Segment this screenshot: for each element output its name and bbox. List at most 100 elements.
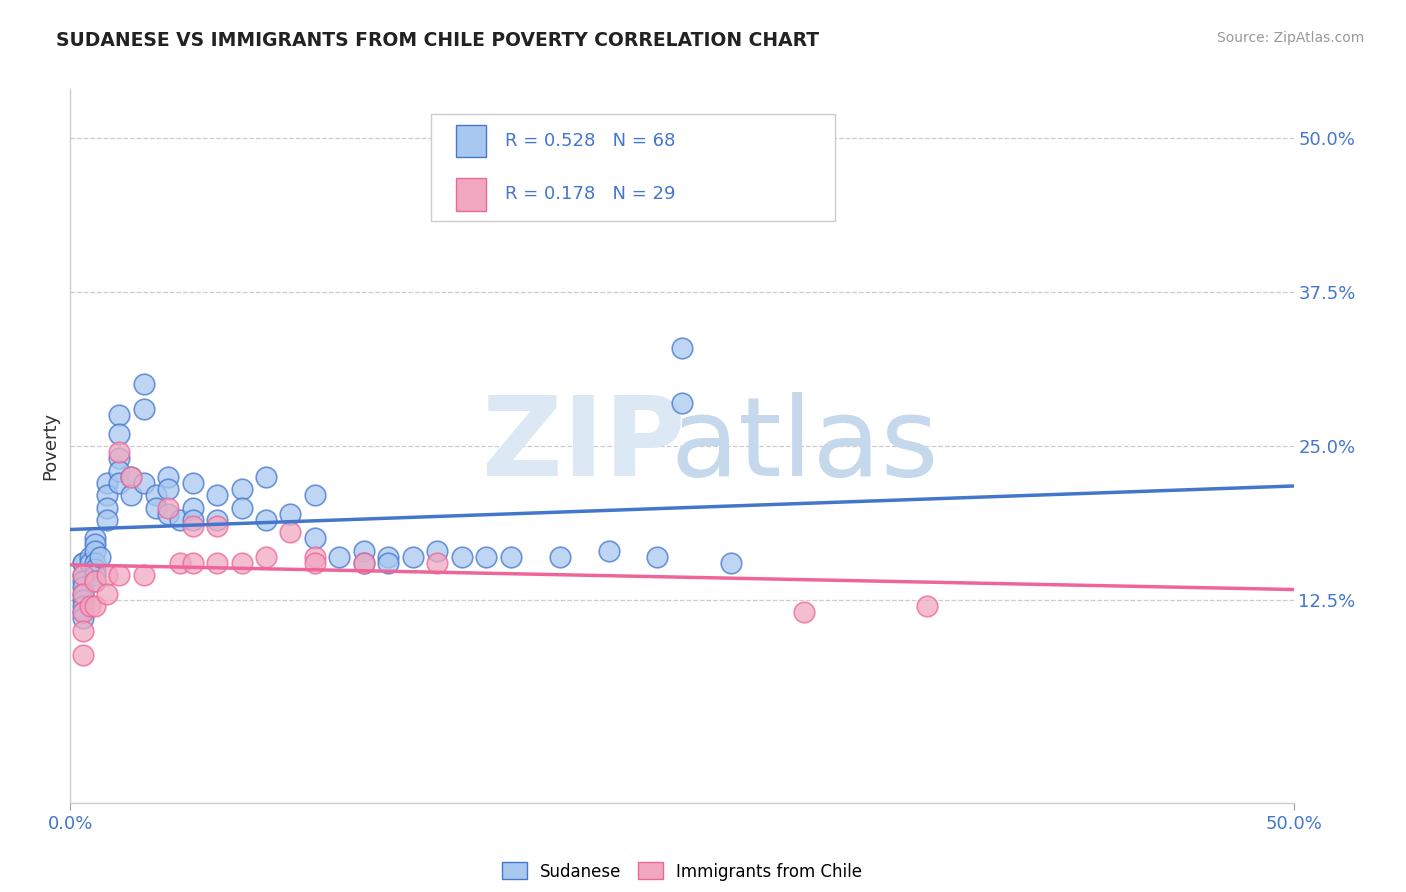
Point xyxy=(353,556,375,570)
Point xyxy=(915,599,938,613)
Point xyxy=(328,549,350,564)
Point xyxy=(96,500,118,515)
Point xyxy=(353,543,375,558)
Point xyxy=(145,488,167,502)
Point xyxy=(83,568,105,582)
Point xyxy=(548,549,571,564)
Point xyxy=(169,513,191,527)
Point xyxy=(72,581,94,595)
Point xyxy=(72,556,94,570)
Point xyxy=(72,599,94,613)
Point xyxy=(157,500,180,515)
Point xyxy=(83,531,105,545)
Point xyxy=(377,556,399,570)
Point xyxy=(280,507,302,521)
Point xyxy=(108,568,131,582)
Text: Source: ZipAtlas.com: Source: ZipAtlas.com xyxy=(1216,31,1364,45)
Point xyxy=(353,556,375,570)
Point xyxy=(72,587,94,601)
Text: ZIP: ZIP xyxy=(482,392,686,500)
Point xyxy=(157,469,180,483)
Point xyxy=(181,513,204,527)
Point xyxy=(181,500,204,515)
Point xyxy=(280,525,302,540)
Point xyxy=(72,648,94,662)
Point xyxy=(83,537,105,551)
Point xyxy=(169,556,191,570)
Point xyxy=(720,556,742,570)
Point xyxy=(304,556,326,570)
Point xyxy=(83,599,105,613)
Point xyxy=(132,568,155,582)
Point xyxy=(72,574,94,589)
Point xyxy=(79,549,101,564)
Point xyxy=(72,556,94,570)
Point xyxy=(231,500,253,515)
Point xyxy=(377,549,399,564)
Point xyxy=(132,377,155,392)
Point xyxy=(96,475,118,490)
Point xyxy=(72,605,94,619)
Point xyxy=(157,482,180,496)
Point xyxy=(108,409,131,423)
Point xyxy=(96,568,118,582)
Point xyxy=(475,549,498,564)
Point xyxy=(426,556,449,570)
Point xyxy=(83,574,105,589)
Point xyxy=(304,549,326,564)
Point xyxy=(793,605,815,619)
Point xyxy=(426,543,449,558)
Point xyxy=(402,549,425,564)
Point xyxy=(205,556,228,570)
Point xyxy=(304,531,326,545)
Point xyxy=(72,568,94,582)
Point xyxy=(205,513,228,527)
Point xyxy=(205,488,228,502)
Legend: Sudanese, Immigrants from Chile: Sudanese, Immigrants from Chile xyxy=(495,855,869,888)
Point xyxy=(499,549,522,564)
Point xyxy=(121,488,143,502)
Point xyxy=(647,549,669,564)
Point xyxy=(254,549,277,564)
Text: SUDANESE VS IMMIGRANTS FROM CHILE POVERTY CORRELATION CHART: SUDANESE VS IMMIGRANTS FROM CHILE POVERT… xyxy=(56,31,820,50)
Point xyxy=(598,543,620,558)
Point xyxy=(450,549,472,564)
Point xyxy=(79,599,101,613)
Point xyxy=(181,556,204,570)
Point xyxy=(304,488,326,502)
Point xyxy=(79,556,101,570)
Point xyxy=(83,543,105,558)
Point xyxy=(121,469,143,483)
FancyBboxPatch shape xyxy=(432,114,835,221)
Point xyxy=(671,396,693,410)
Point xyxy=(108,426,131,441)
Point xyxy=(108,475,131,490)
Point xyxy=(254,513,277,527)
Point xyxy=(145,500,167,515)
FancyBboxPatch shape xyxy=(456,125,486,157)
Point xyxy=(96,513,118,527)
Point xyxy=(96,488,118,502)
Point xyxy=(83,556,105,570)
Point xyxy=(108,464,131,478)
Point xyxy=(72,592,94,607)
Point xyxy=(72,624,94,638)
Point xyxy=(83,574,105,589)
Point xyxy=(132,475,155,490)
Point xyxy=(231,556,253,570)
Point xyxy=(157,507,180,521)
Point xyxy=(108,451,131,466)
Point xyxy=(121,469,143,483)
FancyBboxPatch shape xyxy=(456,178,486,211)
Point xyxy=(205,519,228,533)
Point xyxy=(96,587,118,601)
Point xyxy=(72,568,94,582)
Point xyxy=(72,605,94,619)
Point xyxy=(108,445,131,459)
Text: R = 0.178   N = 29: R = 0.178 N = 29 xyxy=(505,186,675,203)
Point xyxy=(181,519,204,533)
Point xyxy=(83,562,105,576)
Point xyxy=(254,469,277,483)
Point xyxy=(72,587,94,601)
Point xyxy=(89,549,111,564)
